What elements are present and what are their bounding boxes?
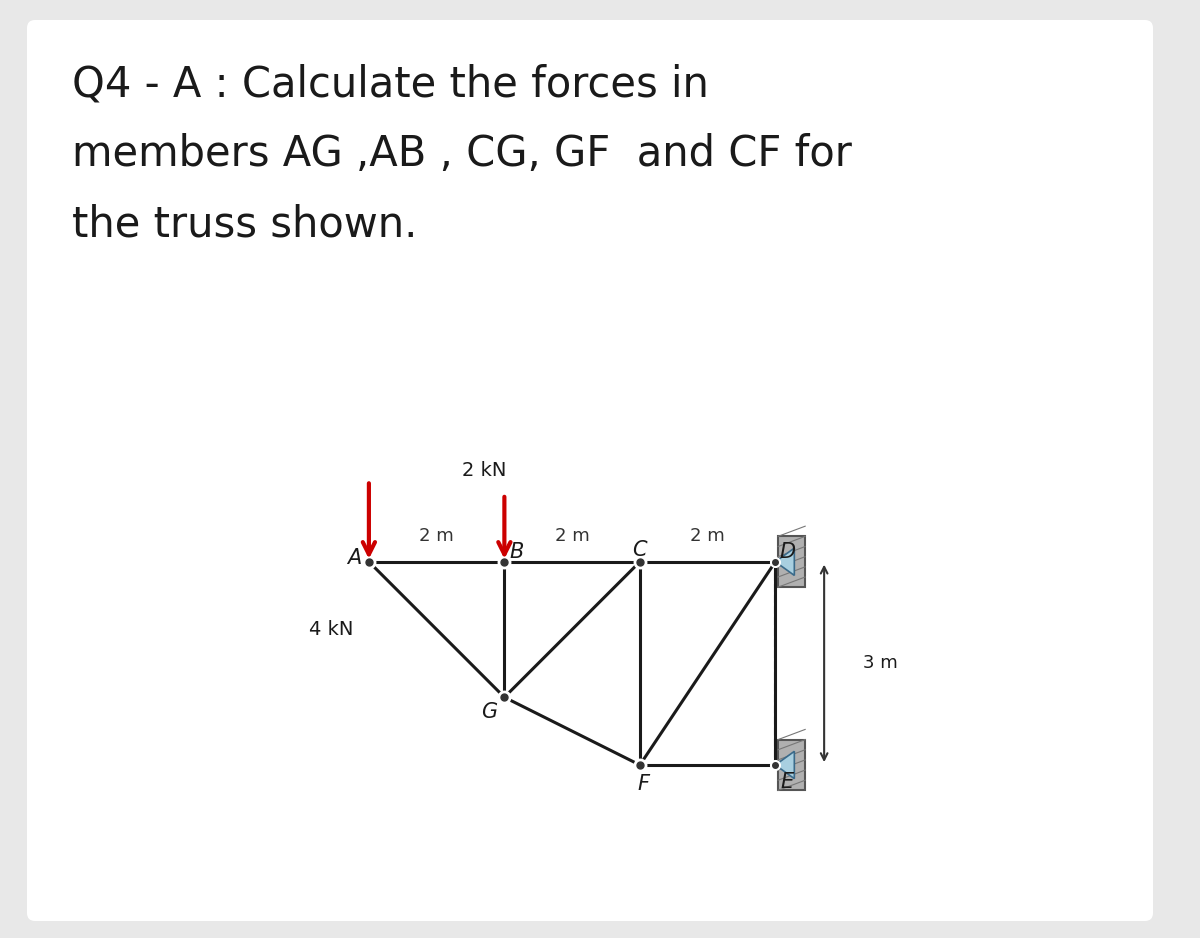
Text: A: A [347,549,361,568]
Polygon shape [775,548,794,575]
Text: D: D [780,541,796,562]
FancyBboxPatch shape [26,20,1153,921]
Text: E: E [781,772,794,792]
Text: 3 m: 3 m [864,655,898,673]
Polygon shape [775,751,794,779]
Text: C: C [632,539,647,560]
Text: the truss shown.: the truss shown. [72,203,418,245]
Text: B: B [509,541,523,562]
Text: Q4 - A : Calculate the forces in: Q4 - A : Calculate the forces in [72,63,709,105]
Text: G: G [481,703,498,722]
Text: 4 kN: 4 kN [310,620,354,639]
Text: 2 m: 2 m [690,527,725,545]
Text: F: F [637,774,649,794]
Text: 2 kN: 2 kN [462,461,506,480]
Text: 2 m: 2 m [419,527,454,545]
Text: members AG ,AB , CG, GF  and CF for: members AG ,AB , CG, GF and CF for [72,133,852,175]
Bar [778,739,805,791]
Text: 2 m: 2 m [554,527,589,545]
Bar [778,537,805,587]
